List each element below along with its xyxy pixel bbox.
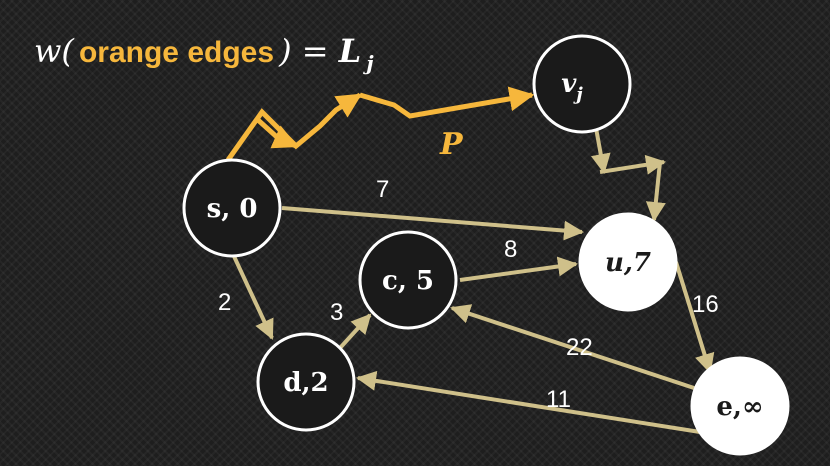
edge-weight-e-c: 22 — [566, 334, 593, 361]
vj-path-segment-2 — [599, 154, 666, 175]
edge-weight-e-d: 11 — [546, 386, 571, 413]
node-e: e,∞ — [690, 356, 790, 456]
edge-labels: 7 2 3 8 16 22 11 — [218, 176, 719, 413]
edge-u-e — [674, 261, 715, 374]
edge-e-c — [450, 304, 695, 390]
edge-s-u — [281, 206, 584, 241]
orange-path-segment-1 — [225, 92, 363, 162]
node-d-circle — [256, 332, 356, 432]
title-highlight: orange edges — [79, 36, 274, 69]
node-v-label-sub: j — [573, 84, 583, 105]
node-d-label: d,2 — [283, 368, 328, 398]
edge-weight-s-u: 7 — [376, 176, 389, 203]
node-s-circle — [182, 158, 282, 258]
node-u-circle — [578, 212, 678, 312]
edge-weight-c-u: 8 — [504, 236, 517, 263]
title-prefix: w( — [34, 32, 75, 70]
node-u-label: u,7 — [605, 248, 651, 278]
orange-path: P — [225, 86, 535, 162]
title-suffix: ) = — [278, 32, 339, 70]
node-v-circle — [532, 34, 632, 134]
vj-path-segment-3 — [645, 161, 666, 222]
node-d: d,2 — [256, 332, 356, 432]
edge-c-u — [459, 256, 578, 282]
edge-d-c — [338, 313, 372, 350]
orange-path-segment-3 — [256, 118, 299, 149]
edge-s-d — [230, 251, 274, 340]
diagram-title: w( orange edges ) = L j — [34, 32, 374, 75]
node-e-circle — [690, 356, 790, 456]
node-c-circle — [358, 230, 458, 330]
node-v-label: vj — [561, 69, 583, 105]
node-c: c, 5 — [358, 230, 458, 330]
title-result-sub: j — [362, 51, 374, 75]
vj-path-segment-1 — [590, 127, 611, 174]
vj-to-u-path — [590, 127, 666, 222]
node-c-label: c, 5 — [382, 266, 434, 296]
node-s-label: s, 0 — [207, 194, 258, 224]
edges — [230, 206, 715, 434]
title-result: L — [338, 32, 362, 70]
node-v-label-main: v — [561, 69, 577, 99]
path-label: P — [439, 127, 464, 162]
edge-e-d — [356, 370, 701, 434]
orange-path-segment-2 — [359, 86, 535, 119]
edge-weight-s-d: 2 — [218, 289, 231, 316]
node-u: u,7 — [578, 212, 678, 312]
edge-weight-d-c: 3 — [330, 299, 343, 326]
node-s: s, 0 — [182, 158, 282, 258]
edge-weight-u-e: 16 — [692, 291, 719, 318]
node-e-label: e,∞ — [716, 392, 763, 422]
node-v: vj — [532, 34, 632, 134]
